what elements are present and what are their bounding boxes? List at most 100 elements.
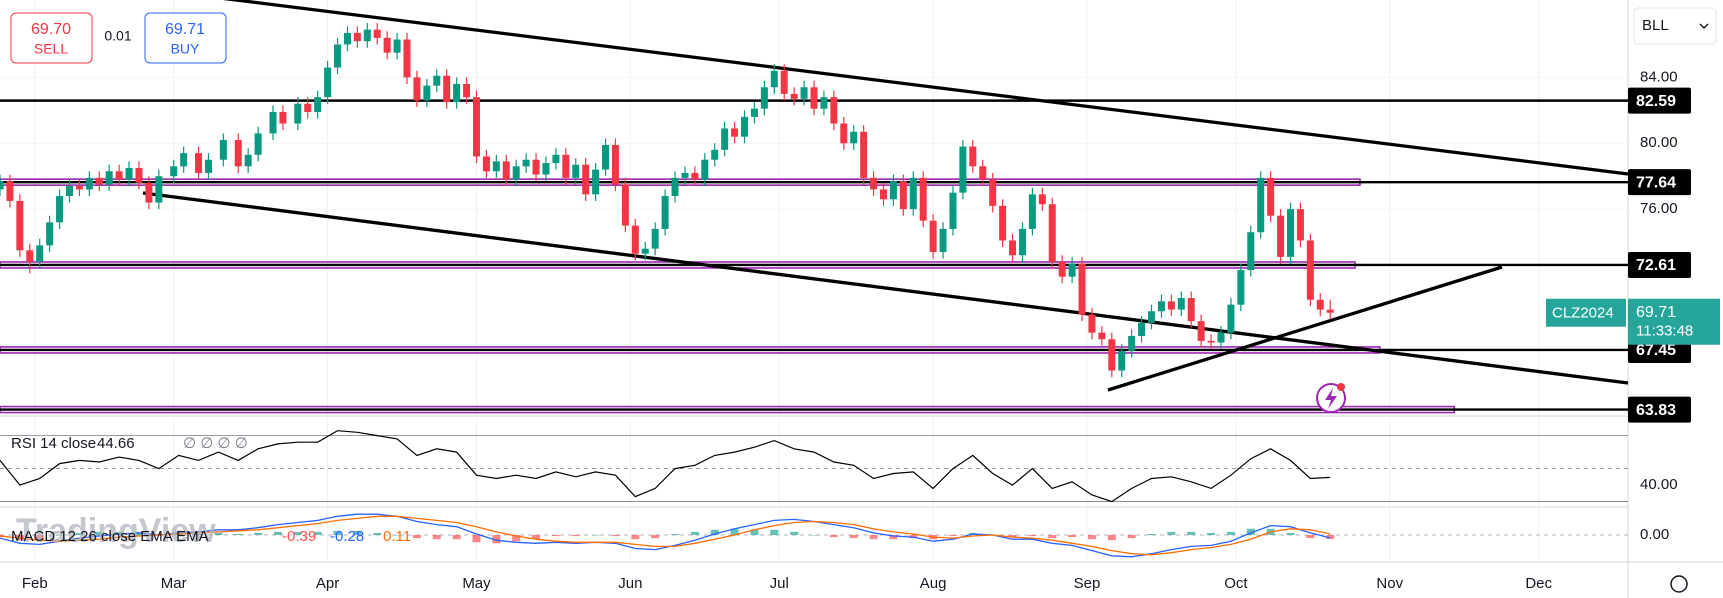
interval-select-text: BLL	[1642, 17, 1669, 34]
candle-body	[1296, 209, 1304, 241]
candle-body	[1058, 261, 1066, 277]
candle-body	[180, 153, 188, 167]
candle-body	[1267, 177, 1275, 216]
candle-body	[879, 189, 887, 200]
macd-hist-bar	[214, 532, 223, 535]
macd-hist-bar	[1107, 535, 1116, 541]
symbol-label: CLZ2024	[1552, 305, 1614, 322]
macd-hist-bar	[1087, 535, 1096, 540]
macd-hist-bar	[472, 535, 481, 543]
candle-body	[1286, 209, 1294, 257]
candle-body	[741, 116, 749, 137]
candle-body	[830, 97, 838, 124]
candle-body	[810, 87, 818, 109]
candle-body	[631, 225, 639, 254]
x-tick-label: Apr	[316, 575, 339, 592]
candle-body	[16, 200, 24, 251]
candle-body	[1118, 350, 1126, 371]
candle-body	[1167, 301, 1175, 310]
macd-hist-bar	[1286, 532, 1295, 535]
candle-body	[324, 67, 332, 98]
candle-body	[780, 70, 788, 94]
interval-select[interactable]	[1633, 7, 1717, 45]
x-tick-label: Feb	[22, 575, 48, 592]
candle-body	[582, 164, 590, 195]
sell-button[interactable]	[10, 12, 93, 64]
candle-body	[731, 128, 739, 137]
macd-hist-bar	[611, 535, 620, 537]
macd-hist-bar	[1127, 535, 1136, 539]
candle-body	[671, 177, 679, 196]
candle-body	[75, 186, 83, 190]
macd-hist-bar	[452, 535, 461, 540]
macd-hist-bar	[293, 531, 302, 535]
macd-hist-bar	[273, 531, 282, 535]
candle-body	[115, 171, 123, 180]
macd-hist-bar	[1306, 535, 1315, 539]
settings-icon[interactable]	[1670, 575, 1688, 593]
trend-line	[222, 0, 1629, 176]
macd-hist-bar	[393, 535, 402, 536]
level-label: 82.59	[1636, 93, 1676, 110]
candle-body	[373, 29, 381, 38]
candle-body	[1197, 321, 1205, 341]
candle-body	[691, 172, 699, 180]
buy-button[interactable]	[144, 12, 227, 64]
candle-body	[6, 181, 14, 201]
candle-body	[1316, 299, 1324, 310]
y-tick-label: 84.00	[1640, 68, 1678, 85]
candle-body	[334, 44, 342, 68]
level-label: 72.61	[1636, 257, 1676, 274]
candle-body	[125, 167, 133, 180]
candle-body	[46, 222, 54, 246]
candle-body	[899, 181, 907, 210]
macd-hist-bar	[1028, 535, 1037, 537]
macd-hist-bar	[869, 535, 878, 540]
candle-body	[1028, 194, 1036, 229]
macd-hist-bar	[849, 535, 858, 539]
y-tick-label: 76.00	[1640, 200, 1678, 217]
events-icon-bolt	[1325, 388, 1337, 409]
level-label-box	[1628, 169, 1691, 196]
candle-body	[105, 171, 113, 185]
macd-hist-bar	[234, 533, 243, 535]
candle-body	[482, 156, 490, 172]
candle-body	[760, 87, 768, 109]
candle-body	[919, 177, 927, 221]
macd-hist-bar	[591, 535, 600, 536]
candle-body	[95, 177, 103, 185]
candle-body	[1157, 301, 1165, 312]
candle-body	[155, 176, 163, 203]
candle-body	[909, 177, 917, 210]
candle-body	[1048, 204, 1056, 262]
macd-hist-bar	[750, 529, 759, 535]
candle-body	[135, 167, 143, 183]
macd-hist-bar	[333, 530, 342, 535]
events-badge	[1337, 383, 1345, 391]
candle-body	[383, 37, 391, 53]
macd-hist-bar	[551, 535, 560, 537]
candle-body	[1257, 177, 1265, 233]
candle-body	[969, 146, 977, 167]
macd-hist-bar	[829, 535, 838, 538]
macd-hist-bar	[571, 535, 580, 537]
level-label: 77.64	[1636, 174, 1676, 191]
symbol-box	[1546, 298, 1626, 327]
macd-signal-line	[0, 515, 1331, 556]
candle-body	[472, 97, 480, 157]
candle-body	[611, 144, 619, 185]
macd-hist-value: -0.39	[282, 528, 316, 545]
candle-body	[453, 83, 461, 103]
x-tick-label: Dec	[1525, 575, 1552, 592]
candle-body	[929, 220, 937, 252]
candle-body	[750, 108, 758, 117]
candle-body	[234, 139, 242, 167]
rsi-line	[0, 430, 1331, 503]
candle-body	[219, 139, 227, 160]
trend-lines	[142, 0, 1629, 392]
x-tick-label: Nov	[1376, 575, 1403, 592]
macd-hist-bar	[1226, 531, 1235, 535]
trend-line	[1107, 265, 1503, 392]
